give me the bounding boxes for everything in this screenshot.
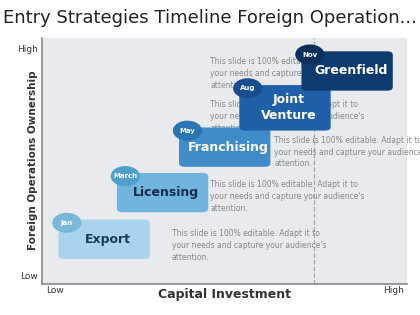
Text: Low: Low [46, 286, 63, 295]
FancyBboxPatch shape [179, 128, 270, 167]
Text: Jan: Jan [61, 220, 73, 226]
Text: Aug: Aug [240, 85, 255, 91]
Text: This slide is 100% editable. Adapt it to
your needs and capture your audience's
: This slide is 100% editable. Adapt it to… [210, 180, 365, 213]
Text: Entry Strategies Timeline Foreign Operation...: Entry Strategies Timeline Foreign Operat… [3, 9, 417, 27]
Circle shape [53, 214, 81, 232]
Text: Greenfield: Greenfield [314, 65, 388, 77]
FancyBboxPatch shape [302, 51, 393, 91]
Circle shape [173, 121, 201, 140]
Text: March: March [113, 173, 137, 179]
Circle shape [111, 167, 139, 186]
Text: Export: Export [85, 233, 131, 246]
Y-axis label: Foreign Operations Ownership: Foreign Operations Ownership [28, 71, 38, 250]
Text: This slide is 100% editable. Adapt it to
your needs and capture your audience's
: This slide is 100% editable. Adapt it to… [274, 136, 420, 168]
FancyBboxPatch shape [239, 85, 331, 130]
Text: Joint
Venture: Joint Venture [261, 93, 317, 122]
Text: This slide is 100% editable. Adapt it to
your needs and capture your audience's
: This slide is 100% editable. Adapt it to… [210, 57, 365, 90]
FancyBboxPatch shape [58, 220, 150, 259]
Text: Nov: Nov [302, 52, 318, 58]
Text: High: High [383, 286, 404, 295]
Text: High: High [18, 45, 38, 54]
Text: Franchising: Franchising [188, 140, 269, 154]
FancyBboxPatch shape [117, 173, 208, 212]
X-axis label: Capital Investment: Capital Investment [158, 288, 291, 301]
Text: This slide is 100% editable. Adapt it to
your needs and capture your audience's
: This slide is 100% editable. Adapt it to… [172, 229, 326, 262]
Circle shape [234, 79, 262, 98]
Text: Licensing: Licensing [133, 186, 200, 199]
Circle shape [296, 45, 324, 64]
Text: Low: Low [21, 272, 38, 281]
Text: This slide is 100% editable. Adapt it to
your needs and capture your audience's
: This slide is 100% editable. Adapt it to… [210, 100, 365, 133]
Text: May: May [179, 128, 195, 134]
